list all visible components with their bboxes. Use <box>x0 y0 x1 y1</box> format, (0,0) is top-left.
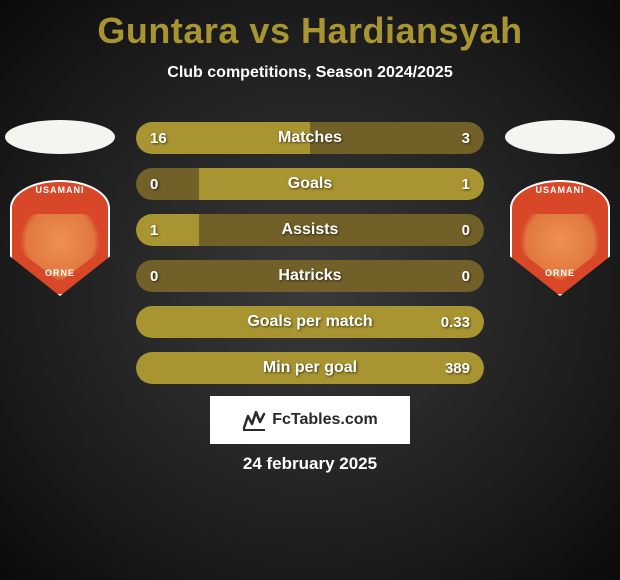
stat-row: 0.33Goals per match <box>136 306 484 338</box>
stat-row: 10Assists <box>136 214 484 246</box>
stat-label: Goals <box>136 168 484 200</box>
stat-label: Matches <box>136 122 484 154</box>
stat-row: 163Matches <box>136 122 484 154</box>
footer-brand-badge: FcTables.com <box>210 396 410 444</box>
badge-right-top-text: USAMANI <box>510 185 610 195</box>
stat-label: Min per goal <box>136 352 484 384</box>
stats-container: 163Matches 01Goals 10Assists 00Hatricks 0.33… <box>136 122 484 398</box>
player-right-block: USAMANI ORNE <box>505 120 615 296</box>
badge-left-top-text: USAMANI <box>10 185 110 195</box>
player-left-club-badge: USAMANI ORNE <box>10 180 110 296</box>
player-right-club-badge: USAMANI ORNE <box>510 180 610 296</box>
badge-left-bottom-text: ORNE <box>10 268 110 278</box>
stat-row: 01Goals <box>136 168 484 200</box>
player-left-avatar-placeholder <box>5 120 115 154</box>
page-subtitle: Club competitions, Season 2024/2025 <box>0 64 620 82</box>
stat-row: 389Min per goal <box>136 352 484 384</box>
page-title: Guntara vs Hardiansyah <box>0 0 620 52</box>
player-right-avatar-placeholder <box>505 120 615 154</box>
stat-row: 00Hatricks <box>136 260 484 292</box>
stat-label: Goals per match <box>136 306 484 338</box>
footer-brand-text: FcTables.com <box>272 411 378 429</box>
footer-date: 24 february 2025 <box>0 454 620 474</box>
badge-right-bottom-text: ORNE <box>510 268 610 278</box>
fctables-logo-icon <box>242 408 266 432</box>
player-left-block: USAMANI ORNE <box>5 120 115 296</box>
stat-label: Hatricks <box>136 260 484 292</box>
stat-label: Assists <box>136 214 484 246</box>
